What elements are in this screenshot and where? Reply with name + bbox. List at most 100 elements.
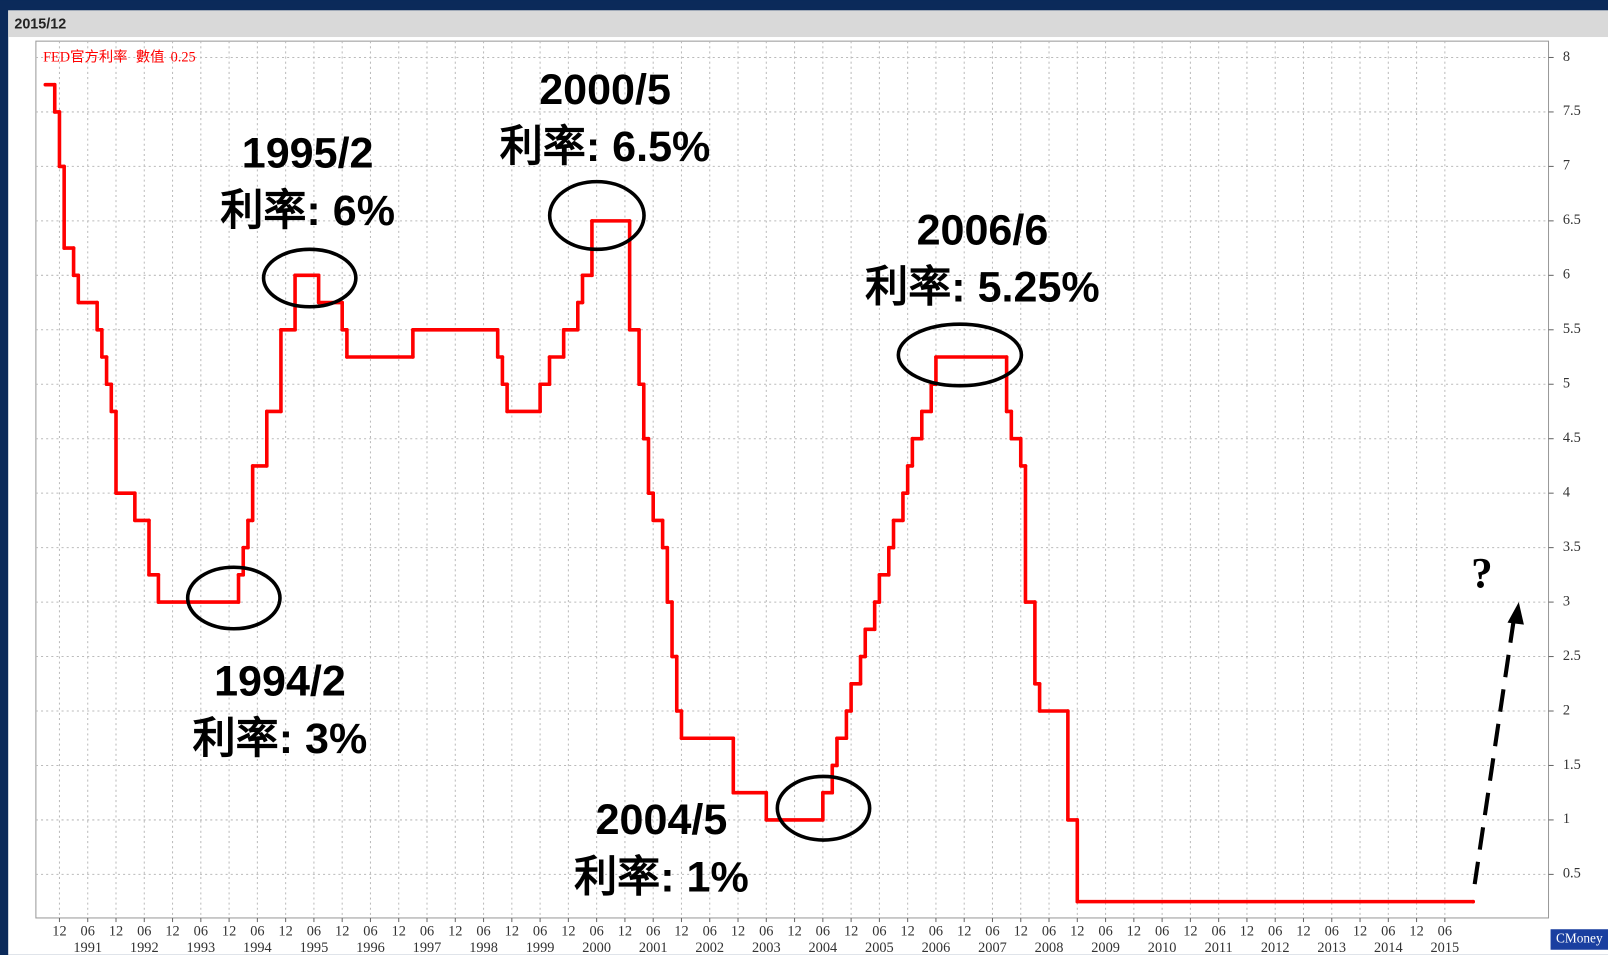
year-label: 1995: [300, 940, 329, 955]
y-tick-label: 1.5: [1563, 757, 1581, 773]
x-tick-label: 12: [1070, 924, 1084, 940]
y-tick-label: 2.5: [1563, 648, 1581, 664]
x-tick-label: 06: [1268, 924, 1282, 940]
x-tick-label: 06: [872, 924, 886, 940]
year-label: 1998: [469, 940, 498, 955]
x-tick-label: 12: [844, 924, 858, 940]
header: 2015/12: [14, 17, 66, 33]
x-tick-label: 06: [1098, 924, 1112, 940]
y-tick-label: 6: [1563, 267, 1570, 283]
year-label: 2005: [865, 940, 894, 955]
legend-value: 0.25: [171, 50, 196, 66]
y-tick-label: 5.5: [1563, 321, 1581, 337]
y-tick-label: 4.5: [1563, 430, 1581, 446]
annotation: ?: [1471, 550, 1493, 597]
y-tick-label: 7: [1563, 158, 1570, 174]
header-bar: [8, 10, 1608, 38]
x-tick-label: 06: [759, 924, 773, 940]
x-tick-label: 12: [900, 924, 914, 940]
year-label: 1991: [73, 940, 102, 955]
x-tick-label: 06: [1325, 924, 1339, 940]
annotations: 1995/2 利率: 6% 2000/5 利率: 6.5% 2006/6 利率: 5.25…: [193, 66, 1493, 902]
ellipse: [185, 565, 282, 631]
x-tick-label: 12: [335, 924, 349, 940]
y-tick-label: 2: [1563, 702, 1570, 718]
legend: FED官方利率 數值 0.25: [43, 49, 196, 66]
x-tick-label: 12: [1014, 924, 1028, 940]
year-label: 2015: [1431, 940, 1460, 955]
annotation: 2004/5: [596, 796, 728, 844]
year-label: 2008: [1035, 940, 1064, 955]
x-tick-label: 12: [674, 924, 688, 940]
annotation: 利率: 5.25%: [865, 264, 1100, 312]
x-tick-label: 12: [731, 924, 745, 940]
ellipse: [775, 774, 872, 842]
annotation: 1994/2: [214, 658, 346, 706]
year-label: 2014: [1374, 940, 1403, 955]
annotation: 利率: 6.5%: [500, 123, 711, 171]
x-tick-label: 06: [250, 924, 264, 940]
y-tick-label: 4: [1563, 484, 1570, 500]
x-tick-label: 12: [505, 924, 519, 940]
x-tick-label: 06: [703, 924, 717, 940]
year-label: 2004: [808, 940, 837, 955]
year-label: 2011: [1205, 940, 1233, 955]
x-tick-label: 06: [1438, 924, 1452, 940]
year-label: 2001: [639, 940, 668, 955]
x-tick-label: 12: [1183, 924, 1197, 940]
x-tick-label: 12: [1296, 924, 1310, 940]
year-label: 2003: [752, 940, 781, 955]
x-tick-label: 12: [1353, 924, 1367, 940]
x-tick-label: 06: [929, 924, 943, 940]
x-tick-label: 06: [985, 924, 999, 940]
year-label: 2002: [695, 940, 724, 955]
x-tick-label: 12: [561, 924, 575, 940]
x-tick-label: 12: [52, 924, 66, 940]
year-label: 1992: [130, 940, 159, 955]
plot-area: [35, 40, 1550, 919]
year-label: 1994: [243, 940, 272, 955]
y-tick-label: 3.5: [1563, 539, 1581, 555]
arrow-head: [1507, 602, 1524, 625]
grid: 0.5 1 1.5 2 2.5 3 3.5 4 4.5 5 5.5 6 6.5 7 7.5 8 12 06 12 06…: [35, 41, 1581, 955]
x-tick-label: 12: [787, 924, 801, 940]
year-label: 2000: [582, 940, 611, 955]
legend-label: 數值: [136, 49, 165, 66]
x-tick-label: 06: [137, 924, 151, 940]
x-tick-label: 06: [1155, 924, 1169, 940]
year-label: 2013: [1317, 940, 1346, 955]
x-tick-label: 12: [278, 924, 292, 940]
x-tick-label: 12: [1409, 924, 1423, 940]
ellipse: [896, 322, 1024, 388]
annotation: 2006/6: [917, 206, 1049, 254]
annotation: 1995/2: [242, 129, 374, 177]
x-tick-label: 06: [420, 924, 434, 940]
x-tick-label: 06: [533, 924, 547, 940]
y-tick-label: 5: [1563, 376, 1570, 392]
x-tick-label: 12: [165, 924, 179, 940]
x-tick-label: 06: [646, 924, 660, 940]
y-tick-label: 6.5: [1563, 212, 1581, 228]
x-tick-label: 12: [109, 924, 123, 940]
year-label: 2006: [922, 940, 951, 955]
x-tick-label: 12: [957, 924, 971, 940]
y-tick-label: 1: [1563, 811, 1570, 827]
watermark-bg: [1550, 929, 1608, 950]
watermark: CMoney: [1556, 931, 1603, 946]
year-label: 1996: [356, 940, 385, 955]
year-label: 2009: [1091, 940, 1120, 955]
x-tick-label: 06: [194, 924, 208, 940]
y-tick-label: 8: [1563, 49, 1570, 65]
annotation: 利率: 6%: [220, 187, 395, 235]
year-label: 2007: [978, 940, 1007, 955]
x-tick-label: 12: [222, 924, 236, 940]
x-tick-label: 12: [1127, 924, 1141, 940]
y-tick-label: 7.5: [1563, 103, 1581, 119]
marks: [43, 82, 1475, 904]
year-label: 1999: [526, 940, 555, 955]
x-tick-label: 06: [476, 924, 490, 940]
dashed-arrow: [1472, 620, 1516, 885]
legend-series: FED官方利率: [43, 49, 127, 66]
